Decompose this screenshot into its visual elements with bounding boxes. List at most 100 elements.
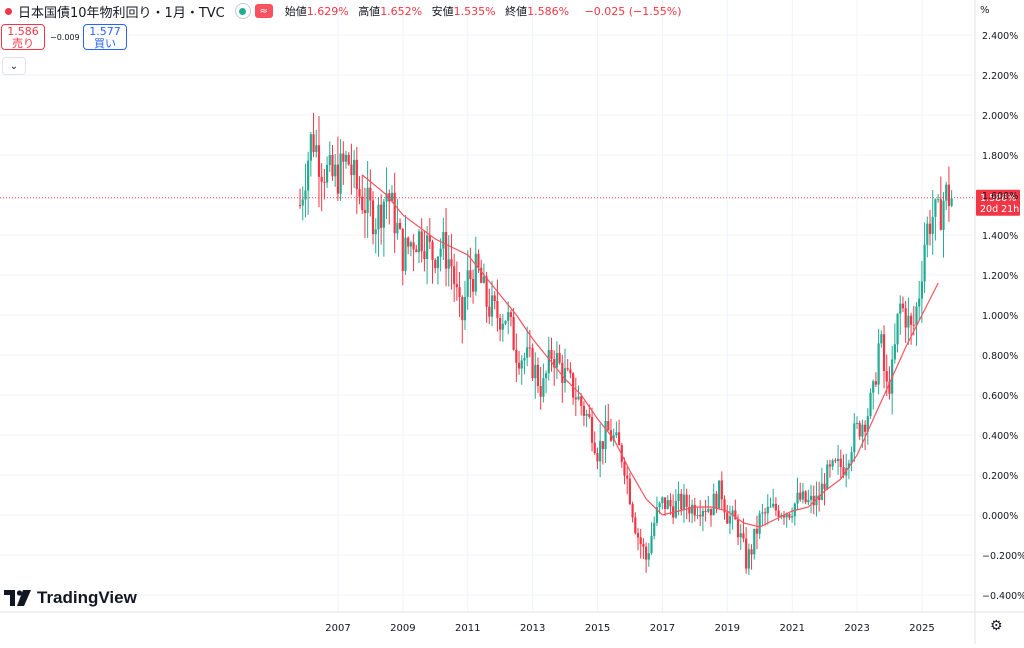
candle-body bbox=[653, 522, 656, 536]
candle-body bbox=[361, 196, 364, 211]
candle-body bbox=[663, 497, 667, 509]
candle-body bbox=[331, 154, 334, 177]
candle-body bbox=[869, 392, 872, 417]
candle-body bbox=[523, 357, 526, 361]
candle-body bbox=[847, 463, 850, 469]
candle-body bbox=[631, 503, 634, 518]
candle-body bbox=[334, 164, 337, 177]
candle-body bbox=[736, 519, 740, 538]
candle-body bbox=[934, 199, 937, 217]
candle-body bbox=[836, 458, 840, 462]
candle-body bbox=[815, 495, 818, 506]
candle-body bbox=[823, 483, 826, 490]
candle-body bbox=[366, 187, 369, 214]
candle-body bbox=[723, 499, 726, 513]
candle-body bbox=[918, 298, 921, 307]
candle-body bbox=[363, 210, 367, 214]
sell-label: 売り bbox=[12, 37, 34, 50]
candle-body bbox=[909, 315, 913, 325]
candle-body bbox=[555, 352, 558, 368]
candle-body bbox=[858, 422, 861, 437]
y-tick-label: −0.400% bbox=[982, 591, 1024, 602]
candle-body bbox=[563, 368, 567, 383]
high-label: 高値 bbox=[358, 5, 381, 18]
live-status-icon[interactable] bbox=[234, 3, 251, 19]
x-tick-label: 2011 bbox=[455, 623, 480, 634]
candle-body bbox=[666, 500, 669, 509]
settings-gear-icon[interactable]: ⚙ bbox=[990, 618, 1003, 634]
candle-body bbox=[558, 352, 561, 363]
candle-body bbox=[526, 347, 529, 358]
market-status-icon bbox=[5, 7, 12, 15]
candle-body bbox=[753, 528, 756, 555]
candle-body bbox=[396, 222, 399, 234]
candle-body bbox=[544, 373, 548, 379]
candle-body bbox=[734, 510, 737, 520]
candle-body bbox=[739, 533, 742, 538]
candle-body bbox=[420, 231, 423, 252]
candle-body bbox=[645, 546, 648, 560]
candle-body bbox=[488, 306, 491, 317]
candle-body bbox=[628, 478, 631, 504]
y-tick-label: 1.400% bbox=[982, 231, 1018, 242]
candle-body bbox=[915, 306, 918, 326]
candle-body bbox=[307, 160, 310, 191]
x-tick-label: 2015 bbox=[585, 623, 610, 634]
candle-body bbox=[864, 424, 867, 432]
candle-body bbox=[504, 320, 507, 324]
candle-body bbox=[385, 193, 388, 202]
sell-button[interactable]: 1.586 売り bbox=[1, 24, 45, 50]
buy-button[interactable]: 1.577 買い bbox=[83, 24, 127, 50]
candle-body bbox=[826, 464, 829, 490]
delayed-data-icon[interactable]: ≈ bbox=[254, 4, 273, 18]
candle-body bbox=[928, 223, 932, 234]
candle-body bbox=[431, 241, 434, 261]
candle-body bbox=[912, 324, 915, 326]
candle-body bbox=[501, 323, 504, 330]
percent-scale-label[interactable]: % bbox=[980, 5, 990, 16]
candle-body bbox=[796, 492, 799, 504]
candle-body bbox=[466, 270, 469, 297]
candle-body bbox=[569, 369, 572, 374]
candle-body bbox=[855, 422, 859, 424]
candle-body bbox=[442, 232, 445, 249]
candle-body bbox=[323, 181, 326, 183]
candle-body bbox=[374, 229, 377, 235]
candle-body bbox=[899, 303, 902, 314]
candle-body bbox=[839, 458, 842, 468]
candle-body bbox=[547, 350, 550, 374]
candle-body bbox=[342, 153, 345, 162]
candle-body bbox=[458, 287, 461, 298]
candle-body bbox=[528, 347, 531, 349]
collapse-legend-button[interactable]: ⌄ bbox=[2, 57, 26, 75]
candle-body bbox=[409, 242, 412, 247]
candle-body bbox=[615, 432, 618, 436]
candle-body bbox=[634, 517, 637, 534]
candle-body bbox=[791, 516, 794, 518]
candle-body bbox=[896, 313, 899, 345]
low-label: 安値 bbox=[431, 5, 454, 18]
candle-body bbox=[728, 516, 732, 524]
y-tick-label: 1.200% bbox=[982, 271, 1018, 282]
tradingview-logo[interactable]: TradingView bbox=[4, 588, 137, 608]
candle-body bbox=[601, 441, 604, 450]
candle-body bbox=[574, 397, 577, 400]
candle-body bbox=[298, 205, 302, 206]
x-tick-label: 2007 bbox=[325, 623, 350, 634]
candle-body bbox=[585, 413, 588, 416]
brand-name: TradingView bbox=[37, 588, 137, 607]
candle-body bbox=[818, 495, 821, 501]
candle-body bbox=[477, 253, 480, 268]
candle-body bbox=[688, 506, 691, 514]
candle-body bbox=[707, 508, 710, 512]
symbol-title[interactable]: 日本国債10年物利回り・1月・TVC bbox=[18, 5, 225, 21]
buy-price: 1.577 bbox=[89, 25, 121, 38]
candle-body bbox=[636, 533, 640, 538]
candle-body bbox=[950, 198, 953, 206]
buy-label: 買い bbox=[94, 37, 116, 50]
change-value: −0.025 (−1.55%) bbox=[584, 5, 682, 18]
candle-body bbox=[390, 192, 394, 202]
candle-body bbox=[304, 190, 307, 200]
